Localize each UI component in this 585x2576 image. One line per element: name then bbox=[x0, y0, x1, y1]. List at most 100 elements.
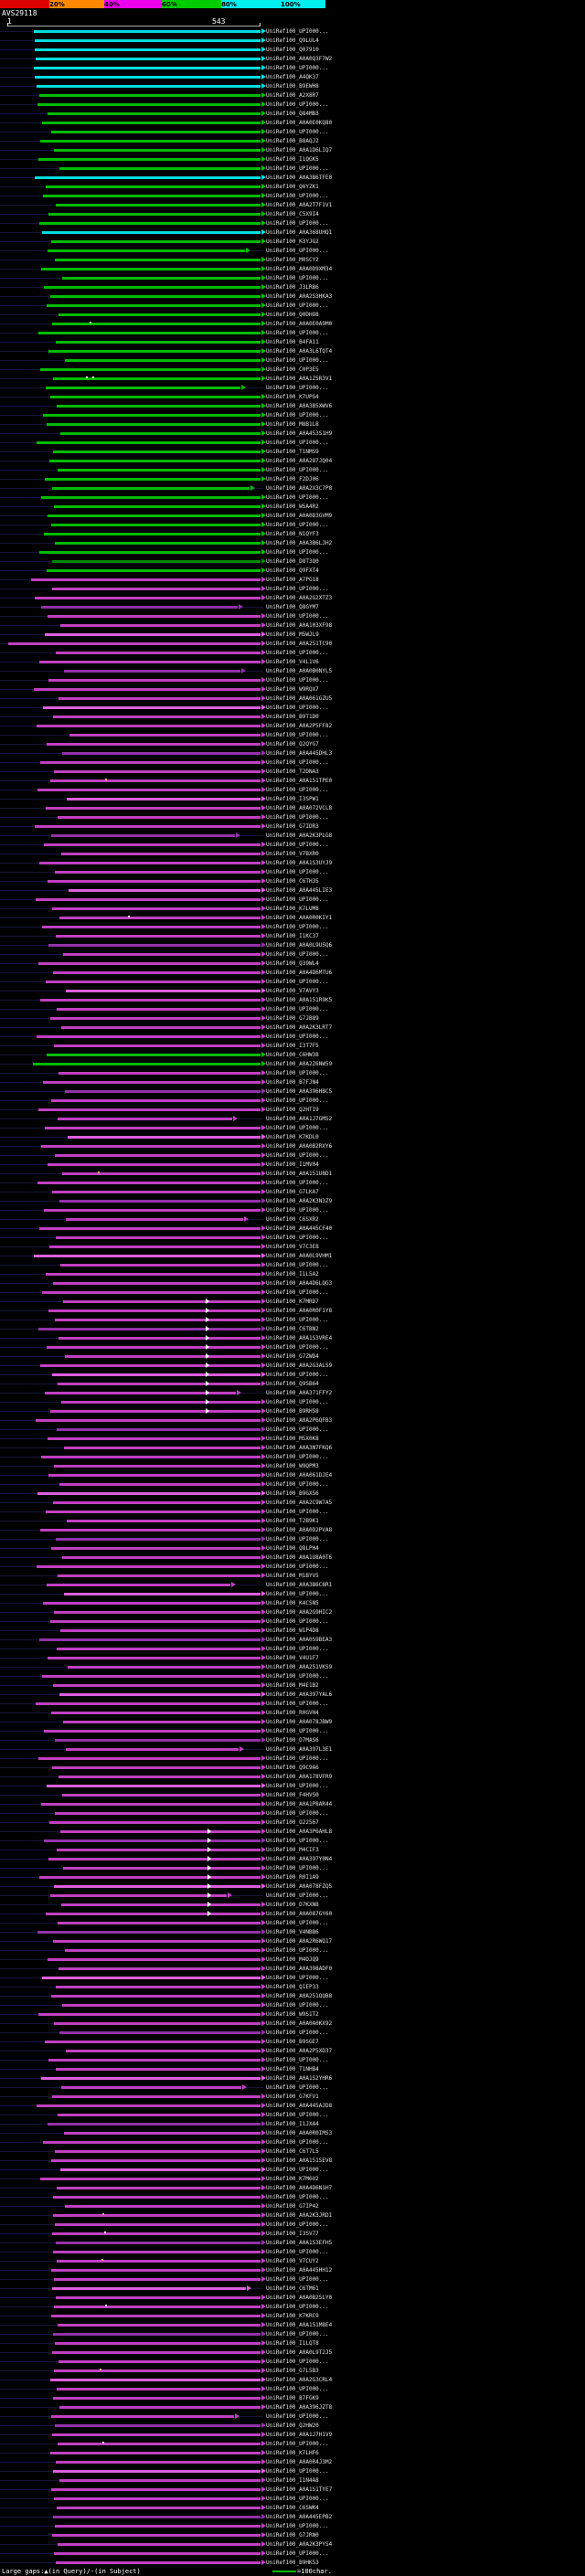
hit-label[interactable]: UniRef100_UPI000... bbox=[266, 650, 329, 656]
hit-label[interactable]: UniRef100_B9HK53 bbox=[266, 2560, 319, 2566]
hit-label[interactable]: UniRef100_C6TH35 bbox=[266, 878, 319, 885]
hit-label[interactable]: UniRef100_UPI000... bbox=[266, 2523, 329, 2529]
hit-bar[interactable] bbox=[39, 2178, 261, 2180]
hit-label[interactable]: UniRef100_F4HVS0 bbox=[266, 1792, 319, 1798]
hit-label[interactable]: UniRef100_A0A2P6QFB3 bbox=[266, 1417, 333, 1424]
hit-bar[interactable] bbox=[53, 149, 261, 152]
hit-label[interactable]: UniRef100_B4FA11 bbox=[266, 339, 319, 345]
hit-bar[interactable] bbox=[51, 2415, 234, 2418]
hit-bar[interactable] bbox=[46, 1273, 261, 1276]
hit-bar[interactable] bbox=[48, 1246, 261, 1248]
hit-label[interactable]: UniRef100_A0A4D6N1H7 bbox=[266, 2185, 333, 2191]
hit-label[interactable]: UniRef100_A0A2X3C7P8 bbox=[266, 485, 333, 492]
hit-bar[interactable] bbox=[47, 1437, 261, 1440]
hit-bar[interactable] bbox=[57, 1922, 261, 1924]
hit-bar[interactable] bbox=[68, 889, 261, 892]
hit-bar[interactable] bbox=[58, 1574, 261, 1577]
hit-label[interactable]: UniRef100_UPI000... bbox=[266, 1006, 329, 1012]
hit-label[interactable]: UniRef100_UPI000... bbox=[266, 1947, 329, 1954]
hit-label[interactable]: UniRef100_UPI000... bbox=[266, 2496, 329, 2502]
hit-label[interactable]: UniRef100_A0A2G9HIC2 bbox=[266, 1609, 333, 1616]
hit-bar[interactable] bbox=[58, 1776, 261, 1778]
hit-label[interactable]: UniRef100_A0A178VFR9 bbox=[266, 1774, 333, 1780]
hit-label[interactable]: UniRef100_UPI000... bbox=[266, 814, 329, 821]
hit-bar[interactable] bbox=[38, 2013, 261, 2016]
hit-label[interactable]: UniRef100_UPI000... bbox=[266, 2167, 329, 2173]
hit-bar[interactable] bbox=[53, 971, 261, 974]
hit-label[interactable]: UniRef100_C6T7L5 bbox=[266, 2148, 319, 2155]
hit-bar[interactable] bbox=[56, 2507, 261, 2509]
hit-bar[interactable] bbox=[41, 926, 261, 928]
hit-label[interactable]: UniRef100_A0A103XF98 bbox=[266, 622, 333, 629]
hit-bar[interactable] bbox=[33, 688, 261, 691]
hit-bar[interactable] bbox=[51, 2534, 261, 2537]
hit-label[interactable]: UniRef100_A0A151M8E4 bbox=[266, 2322, 333, 2328]
hit-label[interactable]: UniRef100_Q9C9A6 bbox=[266, 1765, 319, 1771]
hit-label[interactable]: UniRef100_UPI000... bbox=[266, 677, 329, 684]
hit-label[interactable]: UniRef100_A4QK37 bbox=[266, 74, 319, 80]
hit-label[interactable]: UniRef100_B7FGK9 bbox=[266, 2395, 319, 2401]
hit-bar[interactable] bbox=[46, 743, 261, 746]
hit-label[interactable]: UniRef100_G7KFV1 bbox=[266, 2094, 319, 2100]
hit-label[interactable]: UniRef100_A0A0A0KX92 bbox=[266, 2020, 333, 2027]
hit-label[interactable]: UniRef100_A0A0B2RXY6 bbox=[266, 1143, 333, 1150]
hit-label[interactable]: UniRef100_A0A2P5FF82 bbox=[266, 723, 333, 729]
hit-label[interactable]: UniRef100_A0A151TYE7 bbox=[266, 2486, 333, 2493]
hit-bar[interactable] bbox=[37, 789, 261, 791]
hit-label[interactable]: UniRef100_A0A2K3LRT7 bbox=[266, 1024, 333, 1031]
hit-label[interactable]: UniRef100_UPI000... bbox=[266, 2139, 329, 2146]
hit-label[interactable]: UniRef100_UPI000... bbox=[266, 1372, 329, 1378]
hit-label[interactable]: UniRef100_UPI000... bbox=[266, 385, 329, 391]
hit-bar[interactable] bbox=[43, 1839, 261, 1842]
hit-bar[interactable] bbox=[52, 1940, 261, 1943]
hit-bar[interactable] bbox=[57, 469, 261, 472]
hit-bar[interactable] bbox=[52, 716, 261, 718]
hit-label[interactable]: UniRef100_UPI000... bbox=[266, 1755, 329, 1762]
hit-label[interactable]: UniRef100_A0A2K3N3Z9 bbox=[266, 1198, 333, 1204]
hit-label[interactable]: UniRef100_UPI000... bbox=[266, 1344, 329, 1351]
hit-bar[interactable] bbox=[55, 542, 261, 545]
hit-bar[interactable] bbox=[58, 1200, 261, 1203]
hit-label[interactable]: UniRef100_I1L5A2 bbox=[266, 1271, 319, 1277]
hit-label[interactable]: UniRef100_A0A1J7GMS2 bbox=[266, 1116, 333, 1122]
hit-bar[interactable] bbox=[52, 2333, 261, 2336]
hit-label[interactable]: UniRef100_Q2HW20 bbox=[266, 2422, 319, 2429]
hit-bar[interactable] bbox=[37, 1757, 261, 1760]
hit-bar[interactable] bbox=[39, 368, 261, 371]
hit-bar[interactable] bbox=[35, 597, 261, 599]
hit-label[interactable]: UniRef100_A0A1S2YHR6 bbox=[266, 2075, 333, 2082]
hit-bar[interactable] bbox=[42, 231, 261, 234]
hit-label[interactable]: UniRef100_R0GVH4 bbox=[266, 1710, 319, 1716]
hit-bar[interactable] bbox=[39, 999, 261, 1002]
hit-label[interactable]: UniRef100_UPI000... bbox=[266, 1125, 329, 1131]
hit-bar[interactable] bbox=[39, 1529, 261, 1532]
hit-label[interactable]: UniRef100_A0A396HBC5 bbox=[266, 1088, 333, 1095]
hit-label[interactable]: UniRef100_V4U1F7 bbox=[266, 1655, 319, 1661]
hit-bar[interactable] bbox=[62, 1721, 261, 1723]
hit-bar[interactable] bbox=[49, 2452, 261, 2454]
hit-bar[interactable] bbox=[40, 1364, 261, 1367]
hit-label[interactable]: UniRef100_UPI000... bbox=[266, 924, 329, 930]
hit-label[interactable]: UniRef100_A0A0B2SLY0 bbox=[266, 2295, 333, 2301]
hit-label[interactable]: UniRef100_C6SWK4 bbox=[266, 2505, 319, 2511]
hit-bar[interactable] bbox=[55, 2150, 261, 2153]
hit-label[interactable]: UniRef100_A0A2K3PYS4 bbox=[266, 2541, 333, 2548]
hit-label[interactable]: UniRef100_A0A1S3UYJ9 bbox=[266, 860, 333, 866]
hit-bar[interactable] bbox=[59, 1830, 261, 1833]
hit-label[interactable]: UniRef100_A0A2Z6NW59 bbox=[266, 1061, 333, 1067]
hit-label[interactable]: UniRef100_A0A0D9XM34 bbox=[266, 266, 333, 272]
hit-bar[interactable] bbox=[46, 807, 261, 810]
hit-bar[interactable] bbox=[34, 67, 261, 69]
hit-bar[interactable] bbox=[40, 140, 261, 143]
hit-bar[interactable] bbox=[57, 2187, 261, 2189]
hit-label[interactable]: UniRef100_M1BYV5 bbox=[266, 1573, 319, 1579]
hit-label[interactable]: UniRef100_I3SV77 bbox=[266, 2231, 319, 2237]
hit-bar[interactable] bbox=[58, 313, 261, 316]
hit-label[interactable]: UniRef100_C5X9I4 bbox=[266, 211, 319, 217]
hit-label[interactable]: UniRef100_A0A1S3EFH5 bbox=[266, 2240, 333, 2246]
hit-bar[interactable] bbox=[34, 825, 261, 828]
hit-label[interactable]: UniRef100_V7CUY2 bbox=[266, 2258, 319, 2264]
hit-label[interactable]: UniRef100_UPI000... bbox=[266, 842, 329, 848]
hit-label[interactable]: UniRef100_UPI000... bbox=[266, 2413, 329, 2420]
hit-label[interactable]: UniRef100_UPI000... bbox=[266, 220, 329, 227]
